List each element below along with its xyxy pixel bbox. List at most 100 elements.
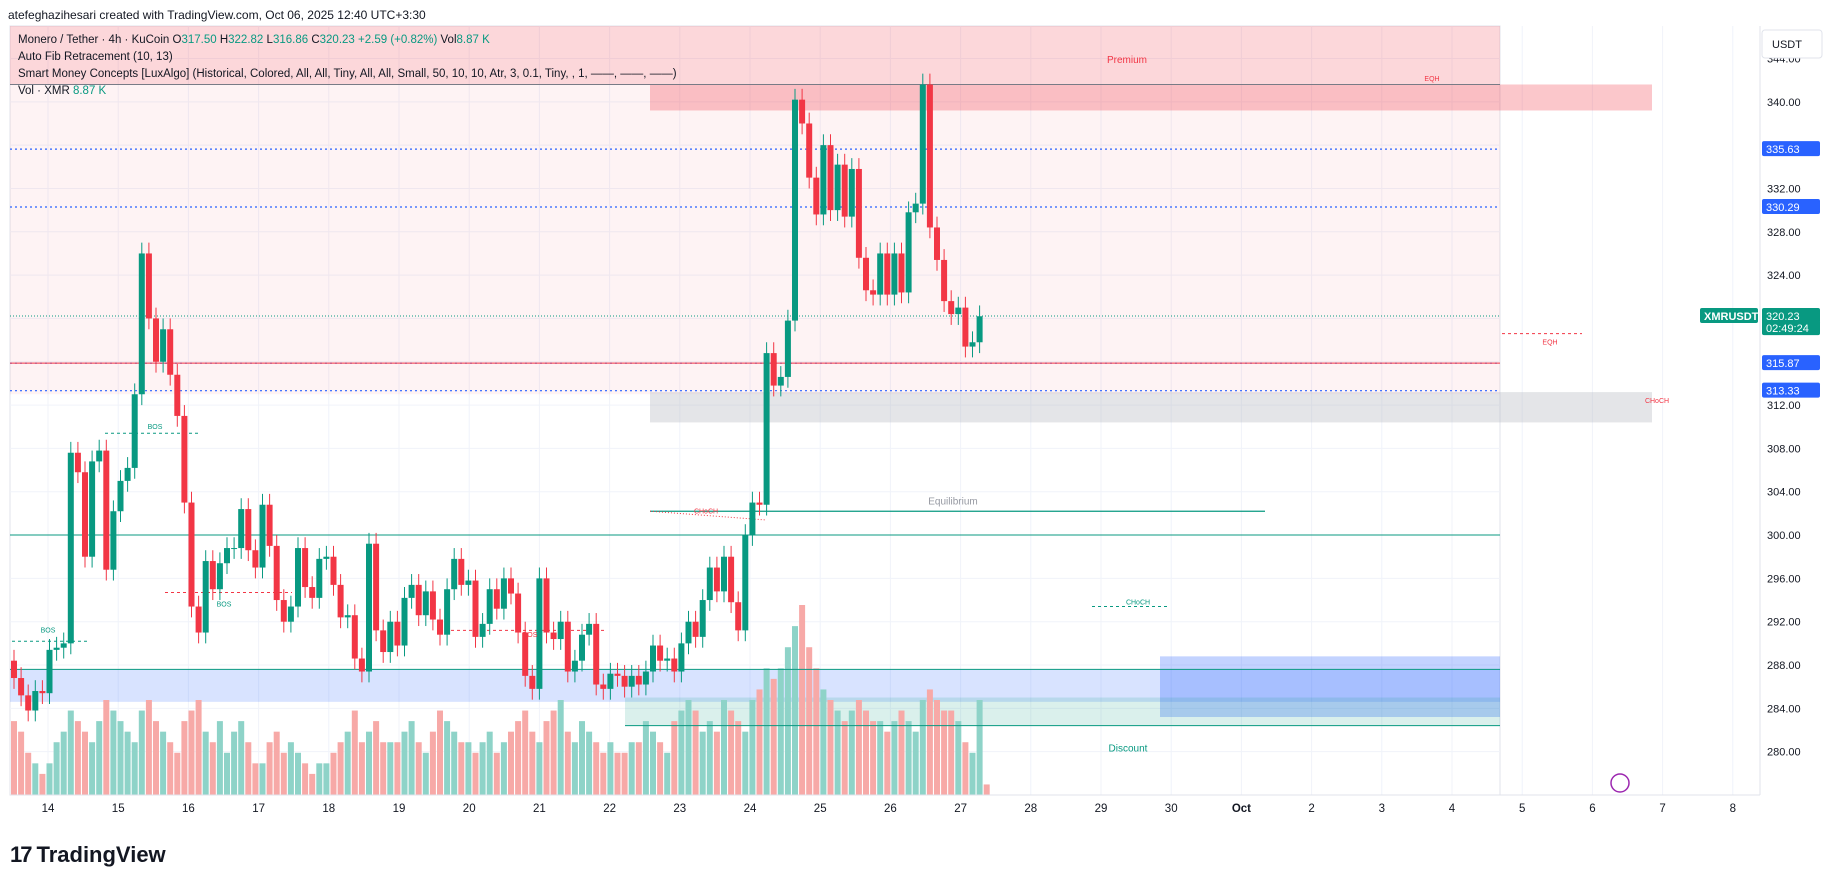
candle-body bbox=[74, 452, 81, 473]
candle-body bbox=[692, 621, 699, 637]
candle-body bbox=[792, 99, 798, 321]
volume-bar bbox=[11, 721, 17, 795]
volume-bar bbox=[657, 742, 664, 795]
x-tick-label: 30 bbox=[1165, 803, 1178, 815]
volume-bar bbox=[877, 721, 884, 795]
annotation-label: BOS bbox=[217, 602, 232, 609]
volume-bar bbox=[67, 710, 74, 795]
candle-body bbox=[628, 675, 635, 687]
price-label: 02:49:24 bbox=[1766, 323, 1809, 335]
volume-bar bbox=[280, 752, 287, 795]
volume-bar bbox=[969, 752, 976, 795]
alert-bolt-icon bbox=[1610, 773, 1630, 793]
volume-bar bbox=[444, 721, 451, 795]
volume-bar bbox=[749, 700, 756, 795]
low-value: 316.86 bbox=[272, 34, 309, 46]
premium-fade bbox=[10, 84, 1500, 395]
volume-bar bbox=[508, 731, 514, 795]
candle-body bbox=[429, 591, 436, 620]
volume-bar bbox=[586, 731, 593, 795]
indicator-volume[interactable]: Vol · XMR 8.87 K bbox=[18, 85, 107, 97]
volume-bar bbox=[344, 731, 351, 795]
volume-bar bbox=[479, 742, 486, 795]
candle-body bbox=[401, 597, 408, 646]
volume-bar bbox=[500, 742, 507, 795]
x-tick-label: 22 bbox=[603, 803, 616, 815]
volume-bar bbox=[160, 731, 167, 795]
volume-bar bbox=[96, 721, 103, 795]
candle-body bbox=[273, 545, 280, 601]
candle-body bbox=[642, 671, 649, 685]
x-tick-label: 8 bbox=[1730, 803, 1736, 815]
volume-bar bbox=[39, 773, 46, 795]
candle-body bbox=[53, 647, 60, 650]
candle-body bbox=[820, 145, 827, 215]
symbol-legend[interactable]: Monero / Tether · 4h · KuCoin O317.50 H3… bbox=[18, 34, 490, 46]
symbol-name: Monero / Tether · 4h · KuCoin bbox=[18, 34, 170, 46]
volume-bar bbox=[728, 710, 735, 795]
volume-bar bbox=[635, 742, 642, 795]
volume-bar bbox=[650, 731, 656, 795]
candle-body bbox=[67, 452, 74, 644]
volume-bar bbox=[692, 710, 699, 795]
volume-bar bbox=[671, 721, 678, 795]
candle-body bbox=[891, 253, 898, 295]
x-tick-label: 19 bbox=[393, 803, 406, 815]
candle-body bbox=[25, 695, 32, 711]
volume-bar bbox=[309, 773, 316, 795]
x-tick-label: 29 bbox=[1095, 803, 1108, 815]
x-tick-label: 16 bbox=[182, 803, 195, 815]
demand-zone bbox=[10, 669, 1500, 702]
candle-body bbox=[366, 543, 372, 672]
candle-body bbox=[600, 684, 607, 689]
annotation-label: BOS bbox=[148, 424, 163, 431]
volume-bar bbox=[167, 742, 174, 795]
volume-bar bbox=[564, 731, 571, 795]
candle-body bbox=[373, 543, 380, 631]
volume-bar bbox=[181, 721, 188, 795]
volume-bar bbox=[422, 752, 429, 795]
candle-body bbox=[408, 584, 415, 598]
indicator-smc[interactable]: Smart Money Concepts [LuxAlgo] (Historic… bbox=[18, 68, 677, 80]
candle-body bbox=[713, 567, 720, 592]
volume-bar bbox=[60, 731, 67, 795]
volume-bar bbox=[117, 721, 124, 795]
volume-bar bbox=[543, 721, 550, 795]
candle-body bbox=[323, 556, 330, 559]
volume-bar bbox=[74, 721, 81, 795]
volume-bar bbox=[955, 721, 962, 795]
volume-bar bbox=[571, 742, 578, 795]
candle-body bbox=[877, 253, 884, 295]
price-label-box bbox=[1762, 382, 1820, 398]
volume-bar bbox=[799, 605, 806, 795]
volume-bar bbox=[919, 700, 926, 795]
volume-bar bbox=[827, 700, 834, 795]
volume-bar bbox=[89, 742, 96, 795]
y-tick-label: 280.00 bbox=[1767, 747, 1801, 759]
volume-bar bbox=[841, 721, 848, 795]
volume-bar bbox=[926, 689, 933, 795]
x-tick-label: 26 bbox=[884, 803, 897, 815]
candle-body bbox=[60, 643, 67, 648]
candle-body bbox=[912, 203, 919, 213]
volume-bar bbox=[834, 710, 841, 795]
price-label: 330.29 bbox=[1766, 202, 1800, 214]
candle-body bbox=[302, 548, 309, 588]
indicator-fib[interactable]: Auto Fib Retracement (10, 13) bbox=[18, 51, 173, 63]
candle-body bbox=[245, 509, 252, 551]
candle-body bbox=[962, 307, 969, 347]
tradingview-brand[interactable]: 17 TradingView bbox=[10, 842, 166, 868]
price-label-box bbox=[1762, 307, 1820, 323]
candle-body bbox=[465, 580, 472, 585]
volume-bar bbox=[515, 721, 522, 795]
volume-bar bbox=[912, 731, 919, 795]
x-tick-label: 21 bbox=[533, 803, 546, 815]
candle-body bbox=[266, 504, 273, 546]
candle-body bbox=[955, 307, 962, 315]
volume-bar bbox=[287, 742, 294, 795]
candle-body bbox=[458, 558, 465, 585]
candle-body bbox=[153, 318, 159, 362]
volume-bar bbox=[472, 752, 479, 795]
volume-bar bbox=[124, 731, 131, 795]
